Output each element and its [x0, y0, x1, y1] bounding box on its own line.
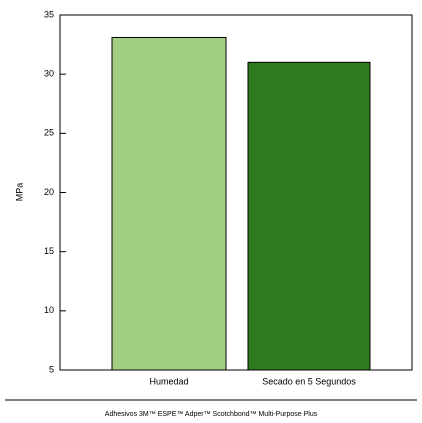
y-tick-label: 15 — [44, 246, 54, 256]
bar — [111, 36, 227, 371]
y-axis-label: MPa — [14, 183, 24, 202]
x-tick-label: Humedad — [149, 376, 188, 386]
y-tick-label: 20 — [44, 187, 54, 197]
y-tick-label: 25 — [44, 128, 54, 138]
y-tick-label: 35 — [44, 9, 54, 19]
caption: Adhesivos 3M™ ESPE™ Adper™ Scotchbond™ M… — [105, 411, 318, 418]
y-tick-label: 5 — [49, 364, 54, 374]
bar — [247, 61, 371, 371]
y-tick-label: 10 — [44, 305, 54, 315]
x-tick-label: Secado en 5 Segundos — [262, 376, 356, 386]
y-tick-label: 30 — [44, 69, 54, 79]
